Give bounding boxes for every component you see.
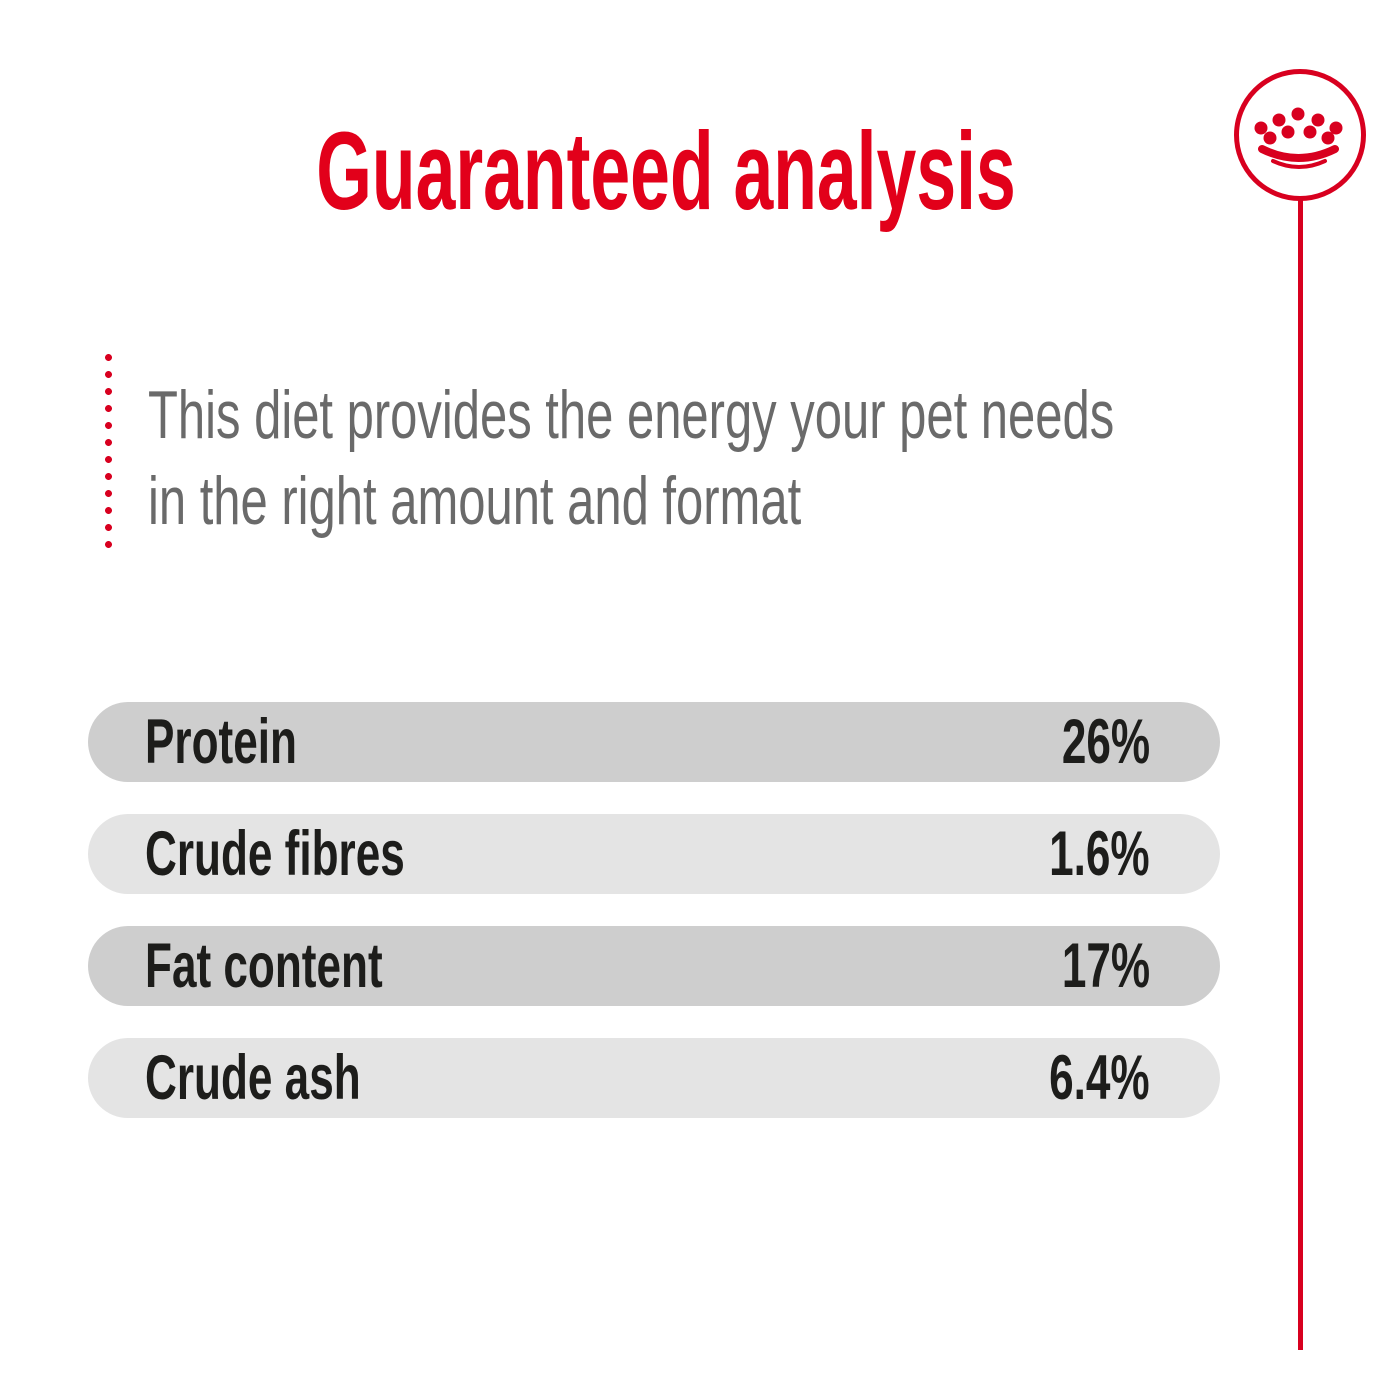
- row-value: 1.6%: [1049, 819, 1150, 889]
- description-line-2: in the right amount and format: [148, 463, 802, 539]
- row-value: 6.4%: [1049, 1043, 1150, 1113]
- row-label: Crude ash: [145, 1043, 361, 1113]
- royal-canin-crown-icon: [1233, 68, 1367, 202]
- vertical-accent-line: [1298, 198, 1303, 1350]
- table-row-crude-ash: Crude ash 6.4%: [88, 1038, 1220, 1118]
- table-row-protein: Protein 26%: [88, 702, 1220, 782]
- row-value: 26%: [1061, 707, 1150, 777]
- row-label: Protein: [145, 707, 297, 777]
- row-value: 17%: [1061, 931, 1150, 1001]
- description-text: This diet provides the energy your pet n…: [148, 372, 1114, 544]
- row-label: Fat content: [145, 931, 383, 1001]
- dotted-accent-line: [105, 354, 112, 549]
- row-label: Crude fibres: [145, 819, 405, 889]
- table-row-fat-content: Fat content 17%: [88, 926, 1220, 1006]
- description-line-1: This diet provides the energy your pet n…: [148, 377, 1115, 453]
- page-title: Guaranteed analysis: [316, 110, 1016, 233]
- table-row-crude-fibres: Crude fibres 1.6%: [88, 814, 1220, 894]
